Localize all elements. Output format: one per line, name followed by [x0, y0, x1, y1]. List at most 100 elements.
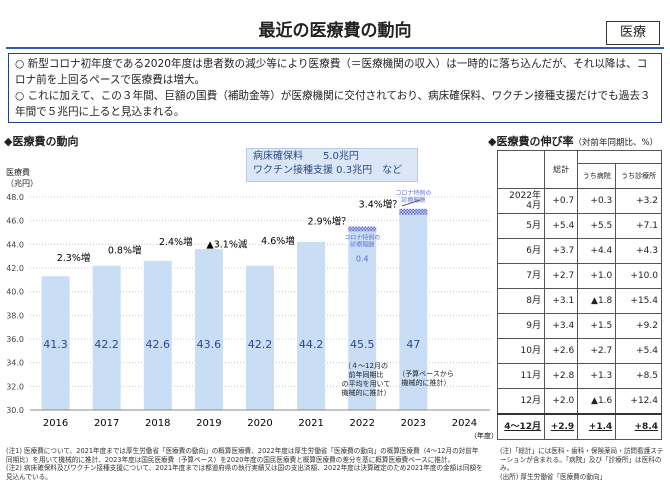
table-row: 5月 +5.4 +5.5 +7.1: [497, 213, 662, 239]
bar-value-label: 43.6: [197, 338, 222, 351]
bar-value-label: 45.5: [350, 338, 375, 351]
table-cell: +4.3: [615, 238, 662, 264]
row-label: 2022年 4月: [497, 188, 545, 214]
bar-value-label: 42.2: [248, 338, 273, 351]
column-header: うち診療所: [615, 163, 662, 189]
y-tick-label: 40.0: [6, 288, 24, 297]
table-row: 11月 +2.8 +1.3 +8.5: [497, 363, 662, 389]
table-title: ◆医療費の伸び率（対前年同期比、%）: [488, 133, 658, 149]
x-tick-label: 2016: [43, 418, 68, 429]
table-cell: +1.4: [577, 413, 617, 440]
y-tick-label: 30.0: [6, 406, 24, 415]
table-row: 6月 +3.7 +4.4 +4.3: [497, 238, 662, 264]
tag: 医療: [606, 21, 660, 45]
row-label: 9月: [497, 313, 545, 339]
table-cell: ▲1.6: [577, 388, 617, 415]
bar: [92, 265, 121, 410]
covid-label: 診療報酬: [401, 196, 425, 204]
x-tick-label: 2024: [452, 418, 477, 429]
table: 総計 うち病院 うち診療所 2022年 4月 +0.7 +0.3 +3.2 5月 +5.4 +…: [497, 150, 662, 440]
table-cell: +4.4: [577, 238, 617, 264]
table-cell: +10.0: [615, 263, 662, 289]
table-cell: +2.9: [543, 413, 579, 440]
table-cell: +1.0: [577, 263, 617, 289]
note: （４～12月の 前年同期比 の平均を用いて 機械的に推計）: [341, 362, 391, 397]
covid-label: コロナ特例の: [395, 189, 431, 197]
bar: [41, 276, 70, 410]
bar-value-label: 42.6: [146, 338, 171, 351]
table-title-text: ◆医療費の伸び率: [488, 135, 574, 148]
row-label: 4～12月: [497, 413, 545, 440]
covid-segment: [348, 226, 377, 232]
column-header: 総計: [543, 150, 579, 189]
table-cell: +2.8: [543, 363, 579, 389]
row-label: 7月: [497, 263, 545, 289]
y-axis-label: 医療費 （兆円）: [6, 168, 38, 188]
covid-label: 診療報酬: [350, 240, 374, 248]
table-cell: +2.7: [577, 338, 617, 364]
x-tick-label: 2023: [401, 418, 426, 429]
table-cell: +3.7: [543, 238, 579, 264]
y-tick-label: 46.0: [6, 217, 24, 226]
summary-box: ○ 新型コロナ初年度である2020年度は患者数の減少等により医療費（＝医療機関の…: [8, 53, 662, 123]
table-cell: +8.5: [615, 363, 662, 389]
table-cell: +0.3: [577, 188, 617, 214]
section-title: ◆医療費の動向: [4, 135, 79, 148]
y-tick-label: 44.0: [6, 240, 24, 249]
y-tick-label: 42.0: [6, 264, 24, 273]
footnote: (出所) 厚生労働省「医療費の動向」: [500, 472, 607, 481]
y-tick-label: 38.0: [6, 311, 24, 320]
table-row: 4～12月 +2.9 +1.4 +8.4: [497, 413, 662, 440]
table-cell: +2.7: [543, 263, 579, 289]
table-row: 9月 +3.4 +1.5 +9.2: [497, 313, 662, 339]
footnote: (注)「総計」には医科・歯科・保険薬局・訪問看護ステーションが含まれる。「病院」…: [500, 447, 664, 472]
y-tick-label: 36.0: [6, 335, 24, 344]
bar: [143, 260, 172, 410]
y-tick-label: 34.0: [6, 359, 24, 368]
table-cell: +2.0: [543, 388, 579, 415]
growth-label: 0.8%増: [108, 244, 142, 256]
table-cell: +0.7: [543, 188, 579, 214]
row-label: 11月: [497, 363, 545, 389]
footnote: (注1) 医療費について、2021年度までは厚生労働省「医療費の動向」の概算医療…: [6, 447, 479, 464]
row-label: 12月: [497, 388, 545, 415]
row-label: 5月: [497, 213, 545, 239]
x-axis-label: （年度）: [470, 431, 498, 440]
row-label: 10月: [497, 338, 545, 364]
table-row: 2022年 4月 +0.7 +0.3 +3.2: [497, 188, 662, 214]
y-tick-label: 48.0: [6, 193, 24, 202]
table-cell: +5.4: [615, 338, 662, 364]
bar-value-label: 47: [406, 338, 420, 351]
table-cell: +5.5: [577, 213, 617, 239]
column-header: うち病院: [577, 163, 617, 189]
table-cell: +2.6: [543, 338, 579, 364]
table-cell: +9.2: [615, 313, 662, 339]
summary-text: ○ これに加えて、この３年間、巨額の国費（補助金等）が医療機関に交付されており、…: [15, 90, 651, 118]
table-cell: +7.1: [615, 213, 662, 239]
table-cell: +8.4: [615, 413, 662, 440]
bar: [297, 241, 326, 410]
bar-value-label: 41.3: [43, 338, 68, 351]
corner: [497, 150, 545, 189]
table-cell: +1.5: [577, 313, 617, 339]
x-tick-label: 2018: [145, 418, 170, 429]
bar: [246, 265, 274, 410]
table-cell: +5.4: [543, 213, 579, 239]
arrow: [401, 199, 421, 207]
growth-label: 3.4%増？: [359, 199, 402, 211]
x-tick-label: 2020: [247, 418, 272, 429]
growth-label: 2.9%増？: [308, 215, 351, 227]
bar-value-label: 44.2: [299, 338, 324, 351]
table-row: 12月 +2.0 ▲1.6 +12.4: [497, 388, 662, 415]
annotation-box: 病床確保料 5.0兆円 ワクチン接種支援 0.3兆円 など: [246, 148, 418, 182]
y-tick-label: 32.0: [6, 382, 24, 391]
table-cell: +1.3: [577, 363, 617, 389]
rule: [6, 47, 664, 49]
annotation-text: ワクチン接種支援 0.3兆円 など: [253, 165, 403, 176]
growth-label: 2.4%増: [159, 236, 193, 248]
x-tick-label: 2017: [94, 418, 119, 429]
bar: [348, 226, 377, 410]
covid-segment: [399, 208, 428, 215]
